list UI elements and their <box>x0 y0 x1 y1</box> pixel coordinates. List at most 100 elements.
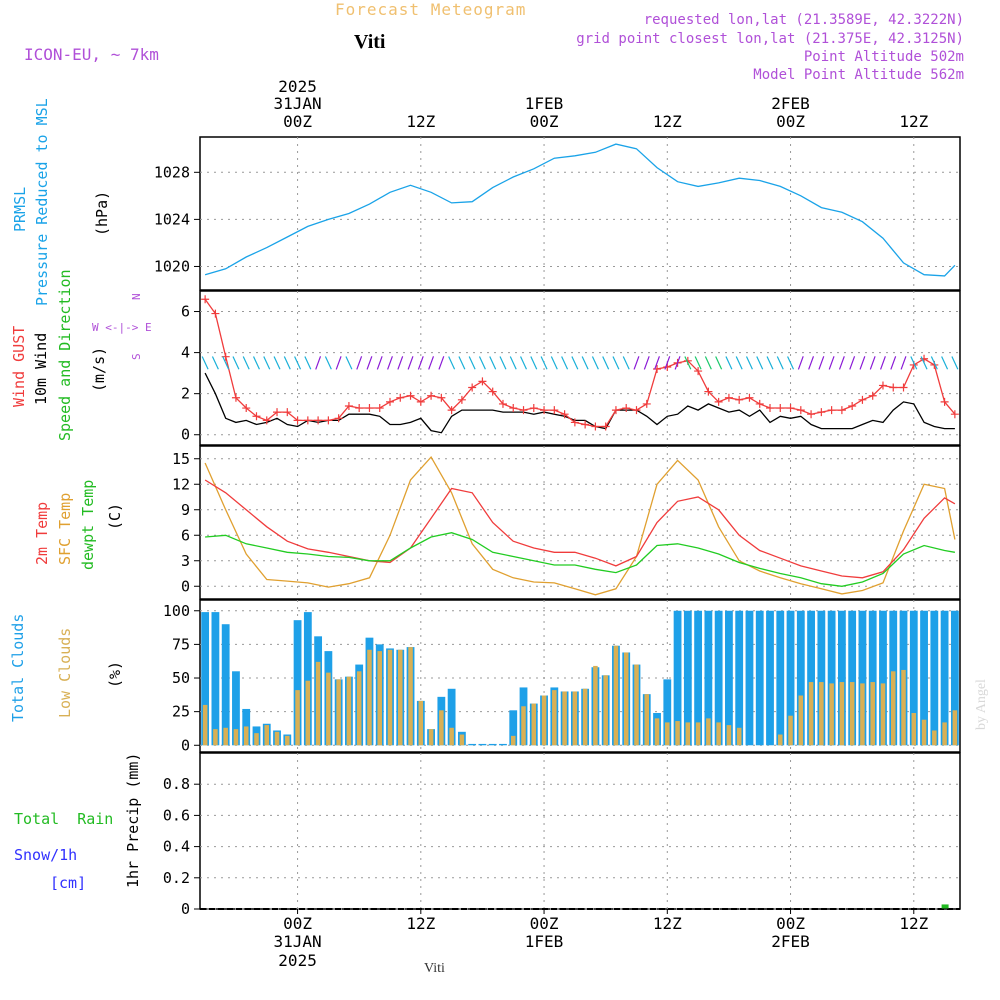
footer-location: Viti <box>424 961 445 976</box>
low-cloud-bar <box>942 722 947 746</box>
gust-marker <box>550 406 559 415</box>
low-cloud-bar <box>552 690 557 746</box>
gust-marker <box>642 399 651 408</box>
bottom-hour-label: 00Z <box>530 914 559 933</box>
low-cloud-bar <box>254 733 259 746</box>
panel-frame <box>199 290 961 446</box>
wind-arrow <box>315 356 322 370</box>
low-cloud-bar <box>716 722 721 746</box>
temperature-panel: 0 3 6 9 12 15 <box>172 445 961 600</box>
gust-marker <box>457 395 466 404</box>
wind-arrow <box>735 356 743 370</box>
gust-marker <box>776 404 785 413</box>
low-cloud-bar <box>305 680 311 746</box>
low-cloud-bar <box>233 729 239 746</box>
wind-arrow <box>643 356 650 370</box>
gust-marker <box>478 377 487 386</box>
bottom-year-label: 2025 <box>278 951 317 970</box>
prmsl-label: PRMSL <box>11 187 29 232</box>
gust-marker <box>293 416 302 425</box>
low-cloud-bar <box>367 649 372 746</box>
precip-panel: 0 0.2 0.4 0.6 0.8 <box>163 752 961 918</box>
wind-arrow <box>428 356 435 370</box>
total-cloud-bar <box>807 610 815 746</box>
total-cloud-bar <box>488 743 497 746</box>
gust-marker <box>447 406 456 415</box>
clouds-panel: 0 25 50 75 100 <box>163 599 961 754</box>
low-cloud-bar <box>613 645 619 746</box>
total-rain-label: Total Rain <box>14 810 113 828</box>
y-tick-label: 9 <box>181 501 190 519</box>
wind-arrow <box>211 356 219 370</box>
low-cloud-bar <box>274 731 280 746</box>
gust-marker <box>570 418 579 427</box>
wind-arrow <box>808 356 815 370</box>
wind-arrow <box>273 356 281 370</box>
bottom-hour-label: 12Z <box>899 914 928 933</box>
y-tick-label: 3 <box>181 552 190 570</box>
location-title: Viti <box>354 31 386 53</box>
gust-marker <box>324 416 333 425</box>
wind-arrow <box>201 356 209 370</box>
wind-arrow <box>869 356 876 370</box>
percent-unit-label: (%) <box>106 661 124 688</box>
low-cloud-bar <box>849 682 855 746</box>
wind-arrow <box>920 356 928 370</box>
hpa-unit-label: (hPa) <box>93 191 111 236</box>
gust-marker <box>314 416 323 425</box>
gust-marker <box>581 420 590 429</box>
wind-arrow <box>242 356 250 370</box>
gust-marker <box>406 391 415 400</box>
wind-arrow <box>571 356 579 370</box>
low-cloud-bar <box>521 706 526 746</box>
gust-marker <box>529 404 538 413</box>
gust-marker <box>694 367 703 376</box>
y-tick-label: 0 <box>181 577 190 595</box>
wind-arrow <box>345 356 353 370</box>
low-cloud-bar <box>880 683 886 746</box>
total-cloud-bar <box>930 610 939 746</box>
wind-arrow <box>880 356 886 370</box>
wind-arrow <box>951 356 959 370</box>
total-cloud-bar <box>447 688 456 746</box>
total-cloud-bar <box>837 610 846 746</box>
bottom-hour-label: 12Z <box>406 914 435 933</box>
gust-marker <box>231 393 240 402</box>
header-svg: Forecast Meteogram Viti ICON-EU, ~ 7km r… <box>24 0 964 83</box>
wind-arrow <box>787 356 795 370</box>
bottom-hour-label: 00Z <box>776 914 805 933</box>
wind-arrow <box>602 356 610 370</box>
gust-marker <box>262 416 271 425</box>
t2m-line <box>204 479 956 579</box>
low-cloud-bar <box>387 649 393 746</box>
wind-arrow <box>776 356 784 370</box>
wind-arrow <box>232 356 240 370</box>
low-cloud-bar <box>510 735 516 746</box>
gust-marker <box>365 404 374 413</box>
total-cloud-bar <box>673 610 682 746</box>
low-cloud-bar <box>202 704 208 746</box>
gust-marker <box>386 397 394 406</box>
gust-marker <box>786 404 795 413</box>
total-cloud-bar <box>796 610 805 746</box>
bottom-date-label: 31JAN <box>273 932 321 951</box>
gust-marker <box>560 410 569 419</box>
total-cloud-bar <box>879 610 887 746</box>
wind-arrow <box>458 356 466 370</box>
gust-marker <box>868 391 877 400</box>
y-tick-label: 15 <box>172 450 190 468</box>
wind-arrow <box>715 356 723 370</box>
total-cloud-bar <box>478 743 487 746</box>
y-tick-label: 0 <box>181 900 190 918</box>
gust-marker <box>611 406 620 415</box>
gust-marker <box>745 393 754 402</box>
wind-arrow <box>499 356 507 370</box>
gust-marker <box>252 412 261 421</box>
t2m-label: 2m Temp <box>33 502 51 565</box>
wind-arrow <box>941 356 949 370</box>
gust-marker <box>303 416 312 425</box>
wind-arrow <box>540 356 548 370</box>
gust-marker <box>632 406 641 415</box>
wind-arrow <box>756 356 764 370</box>
